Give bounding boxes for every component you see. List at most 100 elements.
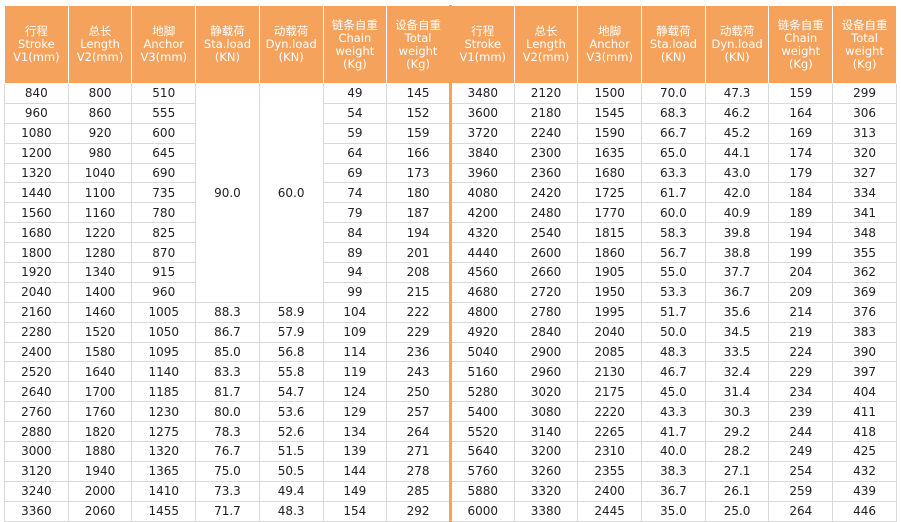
cell: 38.8 xyxy=(704,242,770,264)
cell: 65.0 xyxy=(641,142,706,164)
cell: 222 xyxy=(386,301,451,323)
header-line: Stroke xyxy=(18,37,55,51)
header-line: 链条自重 xyxy=(331,17,378,32)
header-cell: 静载荷 Sta.load (KN) xyxy=(641,5,706,84)
header-cell: 总长 Length V2(mm) xyxy=(67,5,133,84)
cell: 2175 xyxy=(577,381,643,403)
header-line: Total xyxy=(404,30,432,45)
cell: 1340 xyxy=(67,262,133,283)
cell: 1400 xyxy=(67,281,133,303)
cell: 3840 xyxy=(448,142,515,164)
cell: 306 xyxy=(832,102,897,124)
cell: 960 xyxy=(131,281,197,303)
cell: 1880 xyxy=(67,441,133,462)
cell: 2445 xyxy=(577,500,643,522)
cell: 2240 xyxy=(513,122,579,144)
cell: 2130 xyxy=(577,361,643,383)
cell: 334 xyxy=(832,182,897,204)
cell: 75.0 xyxy=(195,460,260,482)
cell: 40.0 xyxy=(641,441,706,462)
cell: 1920 xyxy=(4,262,69,283)
header-line: weight xyxy=(845,43,884,58)
cell: 250 xyxy=(386,381,451,403)
cell: 313 xyxy=(832,122,897,144)
cell: 41.7 xyxy=(641,421,706,443)
header-line: (KN) xyxy=(214,50,241,64)
cell: 42.0 xyxy=(704,182,770,204)
header-line: Sta.load xyxy=(203,37,251,51)
cell: 37.7 xyxy=(704,262,770,283)
cell: 3360 xyxy=(4,500,69,522)
cell: 1640 xyxy=(67,361,133,383)
cell: 2840 xyxy=(513,321,579,343)
cell: 51.7 xyxy=(641,301,706,323)
cell: 5400 xyxy=(448,401,515,423)
cell: 109 xyxy=(322,321,388,343)
cell: 690 xyxy=(131,162,197,184)
cell: 30.3 xyxy=(704,401,770,423)
header-row: 行程 Stroke V1(mm) 总长 Length V2(mm) 地脚 Anchor V3(m… xyxy=(4,5,897,84)
cell: 4080 xyxy=(448,182,515,204)
cell: 69 xyxy=(322,162,388,184)
cell: 58.3 xyxy=(641,222,706,244)
cell: 3000 xyxy=(4,441,69,462)
cell: 2660 xyxy=(513,262,579,283)
cell: 129 xyxy=(322,401,388,423)
cell: 64 xyxy=(322,142,388,164)
cell: 397 xyxy=(832,361,897,383)
cell: 54 xyxy=(322,102,388,124)
cell: 1320 xyxy=(4,162,69,184)
cell: 254 xyxy=(768,460,834,482)
cell: 780 xyxy=(131,202,197,224)
cell: 174 xyxy=(768,142,834,164)
cell: 3200 xyxy=(513,441,579,462)
cell: 85.0 xyxy=(195,341,260,363)
cell: 3480 xyxy=(448,83,515,104)
cell: 5640 xyxy=(448,441,515,462)
cell: 960 xyxy=(4,102,69,124)
cell: 194 xyxy=(386,222,451,244)
cell: 39.8 xyxy=(704,222,770,244)
cell: 179 xyxy=(768,162,834,184)
cell: 229 xyxy=(386,321,451,343)
cell: 446 xyxy=(832,500,897,522)
cell: 5760 xyxy=(448,460,515,482)
cell: 4800 xyxy=(448,301,515,323)
header-line: (KN) xyxy=(278,50,304,64)
cell: 2265 xyxy=(577,421,643,443)
cell: 800 xyxy=(67,83,133,104)
cell: 1365 xyxy=(131,460,197,482)
header-cell: 地脚 Anchor V3(mm) xyxy=(131,5,197,84)
cell: 1455 xyxy=(131,500,197,522)
cell: 1040 xyxy=(67,162,133,184)
cell: 53.6 xyxy=(258,401,324,423)
header-line: weight xyxy=(398,43,438,58)
cell: 6000 xyxy=(448,500,515,522)
cell: 1560 xyxy=(4,202,69,224)
cell: 244 xyxy=(768,421,834,443)
cell: 104 xyxy=(322,301,388,323)
cell: 204 xyxy=(768,262,834,283)
cell: 348 xyxy=(832,222,897,244)
row: 1920 1340 915 94 208 4560 2660 1905 55.0 37.7 204 3… xyxy=(4,262,897,283)
cell: 1320 xyxy=(131,441,197,462)
cell: 376 xyxy=(832,301,897,323)
cell: 58.9 xyxy=(258,301,324,323)
header-line: (KN) xyxy=(724,50,750,64)
cell: 36.7 xyxy=(704,281,770,303)
header-line: (Kg) xyxy=(788,56,813,71)
header-line: 静载荷 xyxy=(656,24,691,38)
cell: 89 xyxy=(322,242,388,264)
cell: 2300 xyxy=(513,142,579,164)
cell: 224 xyxy=(768,341,834,363)
cell: 90.0 xyxy=(195,83,260,303)
cell: 2540 xyxy=(513,222,579,244)
header-line: (Kg) xyxy=(342,56,367,71)
header-line: 静载荷 xyxy=(210,24,245,38)
cell: 208 xyxy=(386,262,451,283)
header-cell: 地脚 Anchor V3(mm) xyxy=(577,5,643,84)
row: 2040 1400 960 99 215 4680 2720 1950 53.3 36.7 209 3… xyxy=(4,281,897,303)
cell: 27.1 xyxy=(704,460,770,482)
cell: 2220 xyxy=(577,401,643,423)
cell: 25.0 xyxy=(704,500,770,522)
